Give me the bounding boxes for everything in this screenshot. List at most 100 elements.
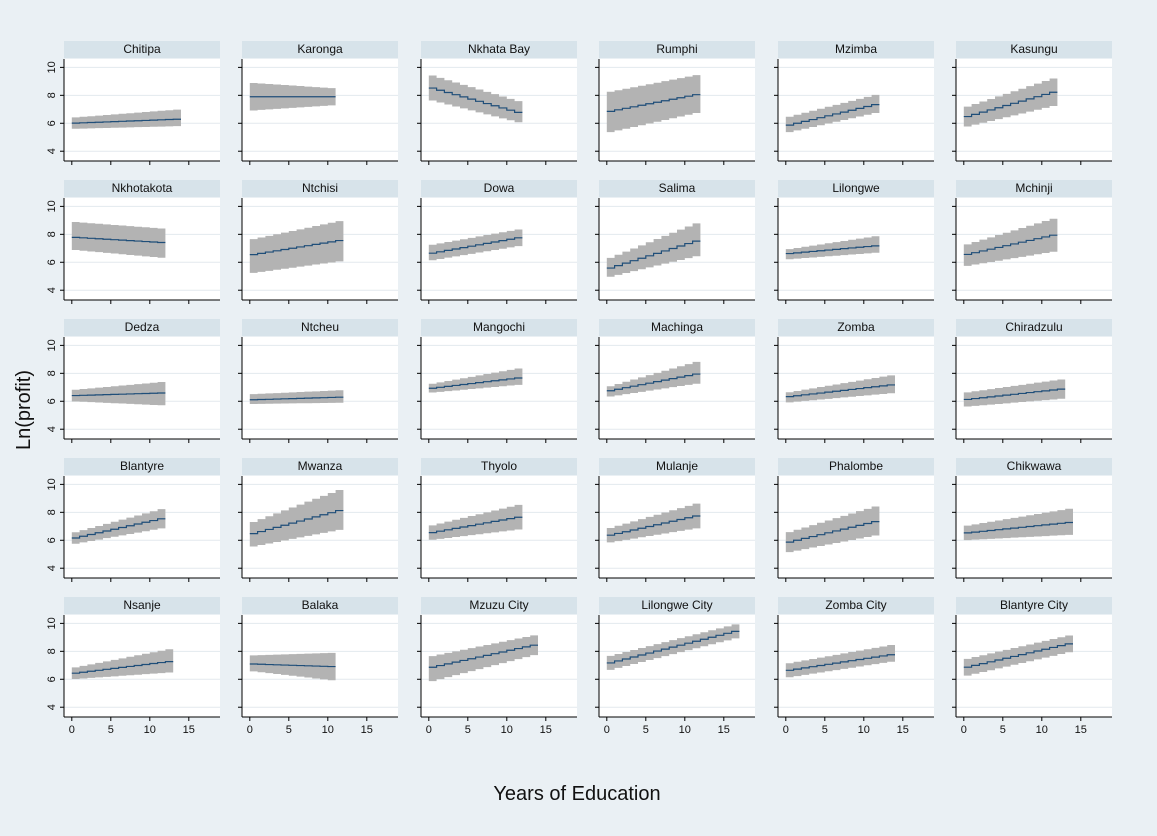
panel-strip: [956, 458, 1112, 475]
panel-strip: [778, 458, 934, 475]
panel-title: Ntchisi: [302, 181, 338, 195]
panel-strip: [956, 319, 1112, 336]
x-tick-label: 15: [718, 724, 730, 736]
panel-title: Lilongwe: [832, 181, 880, 195]
panel-title: Nsanje: [123, 598, 161, 612]
panel-title: Karonga: [297, 42, 343, 56]
fitted-line: [71, 518, 166, 539]
fitted-line: [785, 104, 880, 126]
x-tick-label: 10: [858, 724, 870, 736]
panel-lilongwe: Lilongwe: [774, 180, 934, 304]
panel-zomba-city: Zomba City 0 5 10 15: [774, 597, 934, 736]
y-tick-label: 10: [46, 339, 58, 351]
confidence-band: [785, 375, 895, 403]
panel-title: Lilongwe City: [641, 598, 712, 612]
y-tick-label: 8: [46, 648, 58, 654]
panel-mchinji: Mchinji: [952, 180, 1112, 304]
fitted-line: [606, 515, 701, 536]
x-tick-label: 0: [69, 724, 75, 736]
panel-rumphi: Rumphi: [595, 41, 755, 165]
y-tick-label: 10: [46, 617, 58, 629]
x-tick-label: 10: [1036, 724, 1048, 736]
x-tick-label: 15: [1075, 724, 1087, 736]
panel-nsanje: Nsanje 4 6 8 10 0 5 10 15: [46, 597, 220, 736]
fitted-line: [963, 91, 1058, 118]
confidence-band: [963, 379, 1066, 407]
confidence-band: [249, 652, 336, 681]
panel-strip: [421, 41, 577, 58]
panel-phalombe: Phalombe: [774, 458, 934, 582]
x-tick-label: 15: [540, 724, 552, 736]
fitted-line: [785, 521, 880, 543]
fitted-line: [71, 236, 166, 244]
panel-zomba: Zomba: [774, 319, 934, 443]
panel-strip: [421, 319, 577, 336]
confidence-band: [71, 509, 166, 544]
panel-kasungu: Kasungu: [952, 41, 1112, 165]
x-tick-label: 15: [183, 724, 195, 736]
fitted-line: [785, 654, 895, 671]
panel-strip: [421, 180, 577, 197]
fitted-line: [249, 509, 344, 535]
panel-strip: [778, 180, 934, 197]
panel-title: Chiradzulu: [1005, 320, 1062, 334]
panel-strip: [956, 597, 1112, 614]
panel-nkhotakota: Nkhotakota 4 6 8 10: [46, 180, 220, 304]
panel-title: Salima: [659, 181, 696, 195]
y-tick-label: 8: [46, 92, 58, 98]
fitted-line: [71, 660, 174, 674]
panel-balaka: Balaka 0 5 10 15: [238, 597, 398, 736]
panel-title: Blantyre: [120, 459, 164, 473]
panel-machinga: Machinga: [595, 319, 755, 443]
plot-area: [242, 337, 398, 439]
y-tick-label: 8: [46, 509, 58, 515]
panel-strip: [599, 458, 755, 475]
y-tick-label: 6: [46, 676, 58, 682]
x-tick-label: 10: [322, 724, 334, 736]
fitted-line: [428, 644, 538, 668]
panel-chiradzulu: Chiradzulu: [952, 319, 1112, 443]
panel-strip: [956, 41, 1112, 58]
panel-strip: [778, 319, 934, 336]
panel-strip: [64, 597, 220, 614]
panel-strip: [242, 458, 398, 475]
y-tick-label: 6: [46, 120, 58, 126]
fitted-line: [963, 388, 1066, 401]
fitted-line: [606, 94, 701, 112]
fitted-line: [249, 663, 336, 668]
y-tick-label: 10: [46, 61, 58, 73]
x-tick-label: 15: [897, 724, 909, 736]
x-tick-label: 10: [144, 724, 156, 736]
panel-mangochi: Mangochi: [417, 319, 577, 443]
fitted-line: [428, 516, 523, 534]
plot-area: [242, 59, 398, 161]
panel-strip: [64, 458, 220, 475]
x-tick-label: 5: [108, 724, 114, 736]
panel-salima: Salima: [595, 180, 755, 304]
panel-title: Dedza: [125, 320, 160, 334]
confidence-band: [249, 390, 344, 405]
panel-strip: [64, 41, 220, 58]
panel-ntcheu: Ntcheu: [238, 319, 398, 443]
panel-title: Nkhata Bay: [468, 42, 530, 56]
panel-strip: [778, 41, 934, 58]
panel-title: Nkhotakota: [112, 181, 173, 195]
y-tick-label: 4: [46, 565, 58, 571]
fitted-line: [71, 118, 181, 124]
panel-mulanje: Mulanje: [595, 458, 755, 582]
confidence-band: [428, 635, 538, 682]
y-tick-label: 8: [46, 231, 58, 237]
panel-strip: [421, 597, 577, 614]
panel-strip: [599, 319, 755, 336]
panel-karonga: Karonga: [238, 41, 398, 165]
panel-title: Mzuzu City: [469, 598, 528, 612]
y-tick-label: 6: [46, 537, 58, 543]
panel-title: Zomba City: [825, 598, 886, 612]
panel-nkhata-bay: Nkhata Bay: [417, 41, 577, 165]
fitted-line: [606, 240, 701, 269]
confidence-band: [71, 649, 174, 680]
y-tick-label: 4: [46, 148, 58, 154]
panel-lilongwe-city: Lilongwe City 0 5 10 15: [595, 597, 755, 736]
panel-title: Phalombe: [829, 459, 883, 473]
